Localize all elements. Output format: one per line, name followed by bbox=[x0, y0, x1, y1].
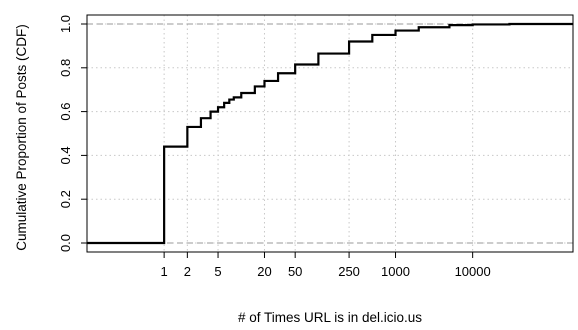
y-tick-label: 0.0 bbox=[58, 234, 73, 252]
data-point bbox=[394, 29, 397, 32]
data-point bbox=[277, 72, 279, 74]
data-point bbox=[317, 52, 319, 55]
data-point bbox=[294, 63, 296, 66]
x-tick-label: 20 bbox=[257, 264, 271, 279]
x-axis: 1 2 5 20 50 250 1000 10000 bbox=[161, 252, 491, 279]
data-point bbox=[217, 106, 219, 108]
data-point bbox=[263, 80, 266, 82]
x-tick-label: 250 bbox=[338, 264, 360, 279]
data-point bbox=[209, 111, 212, 113]
data-point bbox=[508, 23, 511, 25]
x-tick-label: 10000 bbox=[455, 264, 491, 279]
data-point bbox=[200, 117, 202, 119]
plot-frame bbox=[86, 14, 574, 253]
data-point bbox=[371, 34, 373, 36]
x-tick-label: 5 bbox=[214, 264, 221, 279]
x-tick-label: 1000 bbox=[381, 264, 410, 279]
y-tick-label: 0.6 bbox=[58, 103, 73, 121]
data-point bbox=[228, 98, 230, 101]
y-axis: 0.0 0.2 0.4 0.6 0.8 1.0 bbox=[58, 15, 87, 252]
y-tick-label: 0.8 bbox=[58, 59, 73, 77]
reference-lines bbox=[87, 23, 573, 244]
data-point bbox=[163, 146, 165, 148]
cdf-series-line bbox=[87, 22, 573, 245]
y-tick-label: 0.2 bbox=[58, 190, 73, 208]
x-tick-label: 50 bbox=[288, 264, 302, 279]
data-point bbox=[472, 23, 474, 26]
data-point bbox=[240, 92, 242, 94]
data-point bbox=[448, 24, 451, 26]
x-axis-label: # of Times URL is in del.icio.us bbox=[238, 310, 422, 325]
data-point bbox=[233, 96, 235, 98]
grid bbox=[87, 15, 573, 252]
x-tick-label: 2 bbox=[184, 264, 191, 279]
y-tick-label: 0.4 bbox=[58, 146, 73, 164]
y-axis-label: Cumulative Proportion of Posts (CDF) bbox=[14, 24, 29, 251]
data-point bbox=[223, 102, 225, 104]
y-tick-label: 1.0 bbox=[58, 15, 73, 33]
data-point bbox=[348, 40, 350, 43]
series-layer bbox=[86, 22, 574, 245]
data-point bbox=[254, 85, 256, 88]
data-point bbox=[418, 26, 420, 28]
data-point bbox=[186, 126, 188, 128]
x-tick-label: 1 bbox=[161, 264, 168, 279]
